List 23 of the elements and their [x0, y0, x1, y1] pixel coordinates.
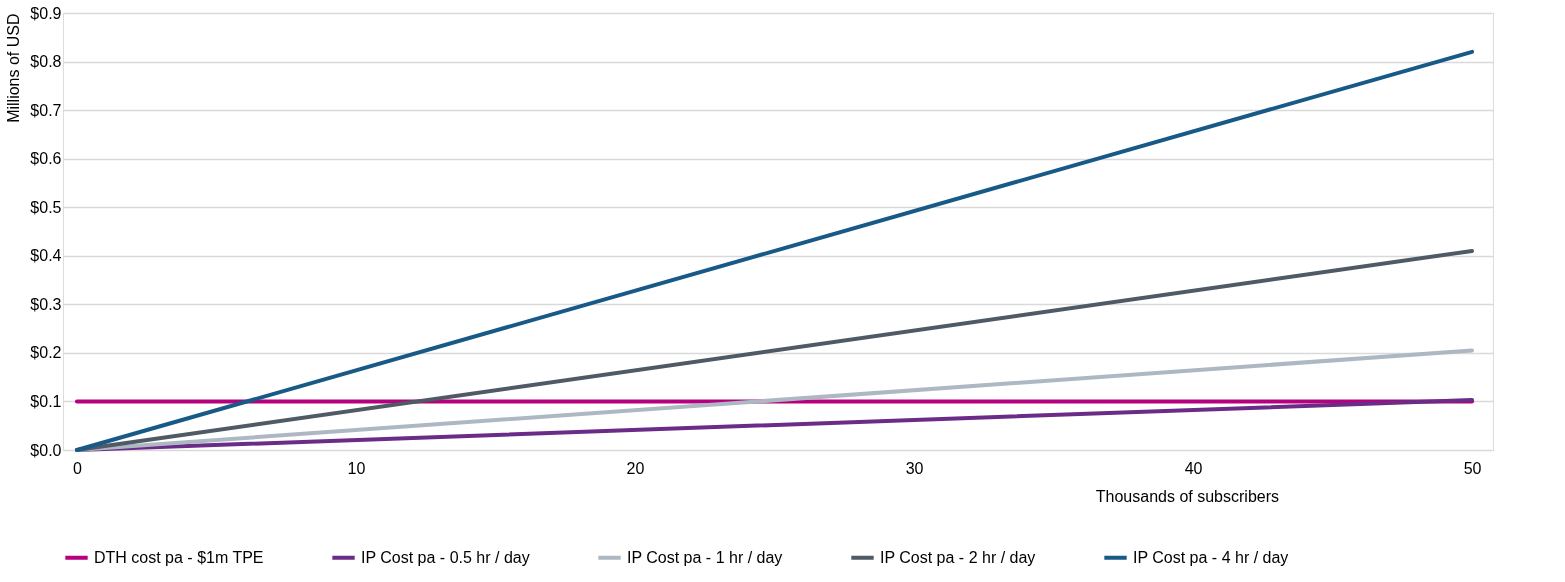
- x-tick-label: 20: [626, 459, 645, 477]
- y-axis-title: Millions of USD: [5, 13, 23, 123]
- y-tick-label: $0.6: [30, 150, 62, 168]
- x-axis-title: Thousands of subscribers: [1095, 487, 1279, 505]
- y-tick-label: $0.8: [30, 53, 62, 71]
- legend-label: DTH cost pa - $1m TPE: [94, 548, 264, 566]
- x-tick-label: 0: [73, 459, 82, 477]
- legend-label: IP Cost pa - 0.5 hr / day: [361, 548, 530, 566]
- x-tick-label: 10: [347, 459, 366, 477]
- y-tick-label: $0.4: [30, 247, 62, 265]
- y-tick-label: $0.7: [30, 101, 62, 119]
- x-tick-label: 30: [905, 459, 924, 477]
- y-tick-label: $0.3: [30, 295, 62, 313]
- y-tick-label: $0.0: [30, 441, 62, 459]
- legend-label: IP Cost pa - 2 hr / day: [880, 548, 1036, 566]
- y-tick-label: $0.9: [30, 4, 62, 22]
- legend-label: IP Cost pa - 4 hr / day: [1133, 548, 1289, 566]
- legend-label: IP Cost pa - 1 hr / day: [627, 548, 783, 566]
- y-tick-label: $0.2: [30, 344, 62, 362]
- x-tick-label: 50: [1463, 459, 1482, 477]
- y-tick-label: $0.1: [30, 392, 62, 410]
- x-tick-label: 40: [1184, 459, 1203, 477]
- y-tick-label: $0.5: [30, 198, 62, 216]
